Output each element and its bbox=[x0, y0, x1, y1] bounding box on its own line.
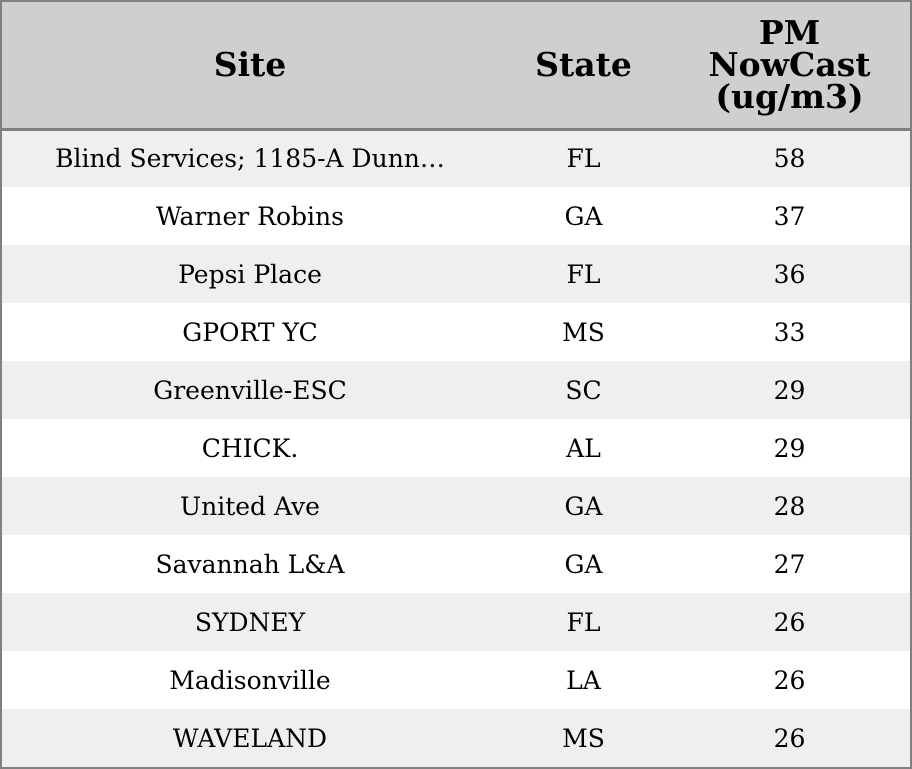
cell-state: MS bbox=[562, 317, 605, 347]
cell-site: CHICK. bbox=[201, 433, 299, 463]
header-row: Site State PM NowCast (ug/m3) bbox=[2, 2, 910, 131]
cell-state: LA bbox=[566, 665, 601, 695]
cell-pm-nowcast: 26 bbox=[773, 607, 806, 637]
table-row: SYDNEY FL 26 bbox=[2, 593, 910, 651]
cell-state: MS bbox=[562, 723, 605, 753]
cell-state: GA bbox=[564, 491, 603, 521]
cell-site: GPORT YC bbox=[182, 317, 318, 347]
table-row: WAVELAND MS 26 bbox=[2, 709, 910, 767]
table-row: Pepsi Place FL 36 bbox=[2, 245, 910, 303]
table-row: Blind Services; 1185-A Dunn… FL 58 bbox=[2, 129, 910, 187]
header-pm-line-3: (ug/m3) bbox=[715, 76, 864, 116]
cell-pm-nowcast: 27 bbox=[773, 549, 806, 579]
table-row: Savannah L&A GA 27 bbox=[2, 535, 910, 593]
cell-site: Pepsi Place bbox=[178, 259, 322, 289]
cell-state: FL bbox=[566, 259, 601, 289]
cell-state: FL bbox=[566, 607, 601, 637]
cell-state: GA bbox=[564, 549, 603, 579]
table-row: Warner Robins GA 37 bbox=[2, 187, 910, 245]
header-pm-line-1: PM bbox=[758, 12, 821, 52]
cell-pm-nowcast: 29 bbox=[773, 375, 806, 405]
header-pm-nowcast: PM NowCast (ug/m3) bbox=[669, 2, 910, 131]
table-row: Greenville-ESC SC 29 bbox=[2, 361, 910, 419]
table-row: GPORT YC MS 33 bbox=[2, 303, 910, 361]
header-state: State bbox=[498, 2, 669, 131]
table-row: CHICK. AL 29 bbox=[2, 419, 910, 477]
cell-pm-nowcast: 33 bbox=[773, 317, 806, 347]
table-row: Madisonville LA 26 bbox=[2, 651, 910, 709]
cell-site: WAVELAND bbox=[172, 723, 328, 753]
table-body: Blind Services; 1185-A Dunn… FL 58 Warner R… bbox=[2, 129, 910, 767]
table-header: Site State PM NowCast (ug/m3) bbox=[2, 2, 910, 131]
cell-site: Madisonville bbox=[169, 665, 331, 695]
cell-state: GA bbox=[564, 201, 603, 231]
cell-pm-nowcast: 29 bbox=[773, 433, 806, 463]
cell-state: AL bbox=[566, 433, 601, 463]
cell-site: United Ave bbox=[180, 491, 320, 521]
cell-site: Warner Robins bbox=[156, 201, 344, 231]
cell-pm-nowcast: 58 bbox=[773, 144, 806, 174]
cell-site: SYDNEY bbox=[194, 607, 306, 637]
cell-pm-nowcast: 37 bbox=[773, 201, 806, 231]
cell-pm-nowcast: 28 bbox=[773, 491, 806, 521]
cell-pm-nowcast: 36 bbox=[773, 259, 806, 289]
cell-site: Blind Services; 1185-A Dunn… bbox=[55, 144, 445, 174]
header-pm-line-2: NowCast bbox=[708, 44, 871, 84]
cell-pm-nowcast: 26 bbox=[773, 665, 806, 695]
cell-pm-nowcast: 26 bbox=[773, 723, 806, 753]
cell-state: SC bbox=[565, 375, 602, 405]
cell-state: FL bbox=[566, 144, 601, 174]
table-row: United Ave GA 28 bbox=[2, 477, 910, 535]
cell-site: Savannah L&A bbox=[155, 549, 345, 579]
cell-site: Greenville-ESC bbox=[153, 375, 347, 405]
header-site: Site bbox=[2, 2, 498, 131]
